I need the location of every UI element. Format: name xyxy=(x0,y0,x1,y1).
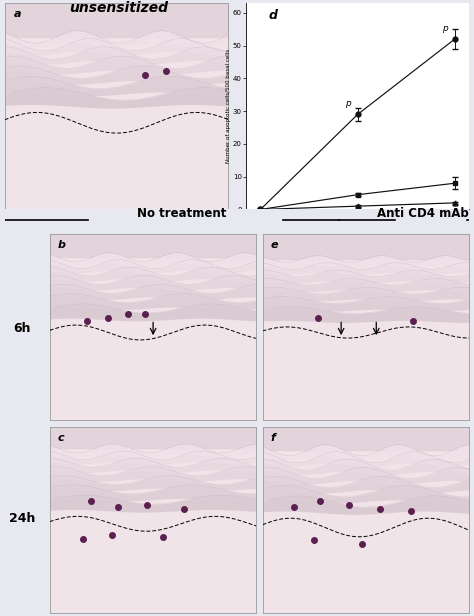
Text: p: p xyxy=(345,99,351,108)
Text: f: f xyxy=(271,433,276,443)
X-axis label: Time after challenge (hours): Time after challenge (hours) xyxy=(313,221,402,226)
Text: c: c xyxy=(58,433,64,443)
Text: d: d xyxy=(268,9,277,22)
Text: p: p xyxy=(442,23,448,33)
Text: Anti CD4 mAb: Anti CD4 mAb xyxy=(377,207,469,220)
Text: a: a xyxy=(14,9,21,19)
Text: No treatment: No treatment xyxy=(137,207,226,220)
Text: e: e xyxy=(271,240,278,249)
Text: unsensitized: unsensitized xyxy=(69,1,168,15)
Text: 6h: 6h xyxy=(14,322,31,335)
Y-axis label: Number of apoptotic cells/500 basal cells: Number of apoptotic cells/500 basal cell… xyxy=(227,49,231,163)
Text: b: b xyxy=(58,240,66,249)
Text: 24h: 24h xyxy=(9,512,36,525)
